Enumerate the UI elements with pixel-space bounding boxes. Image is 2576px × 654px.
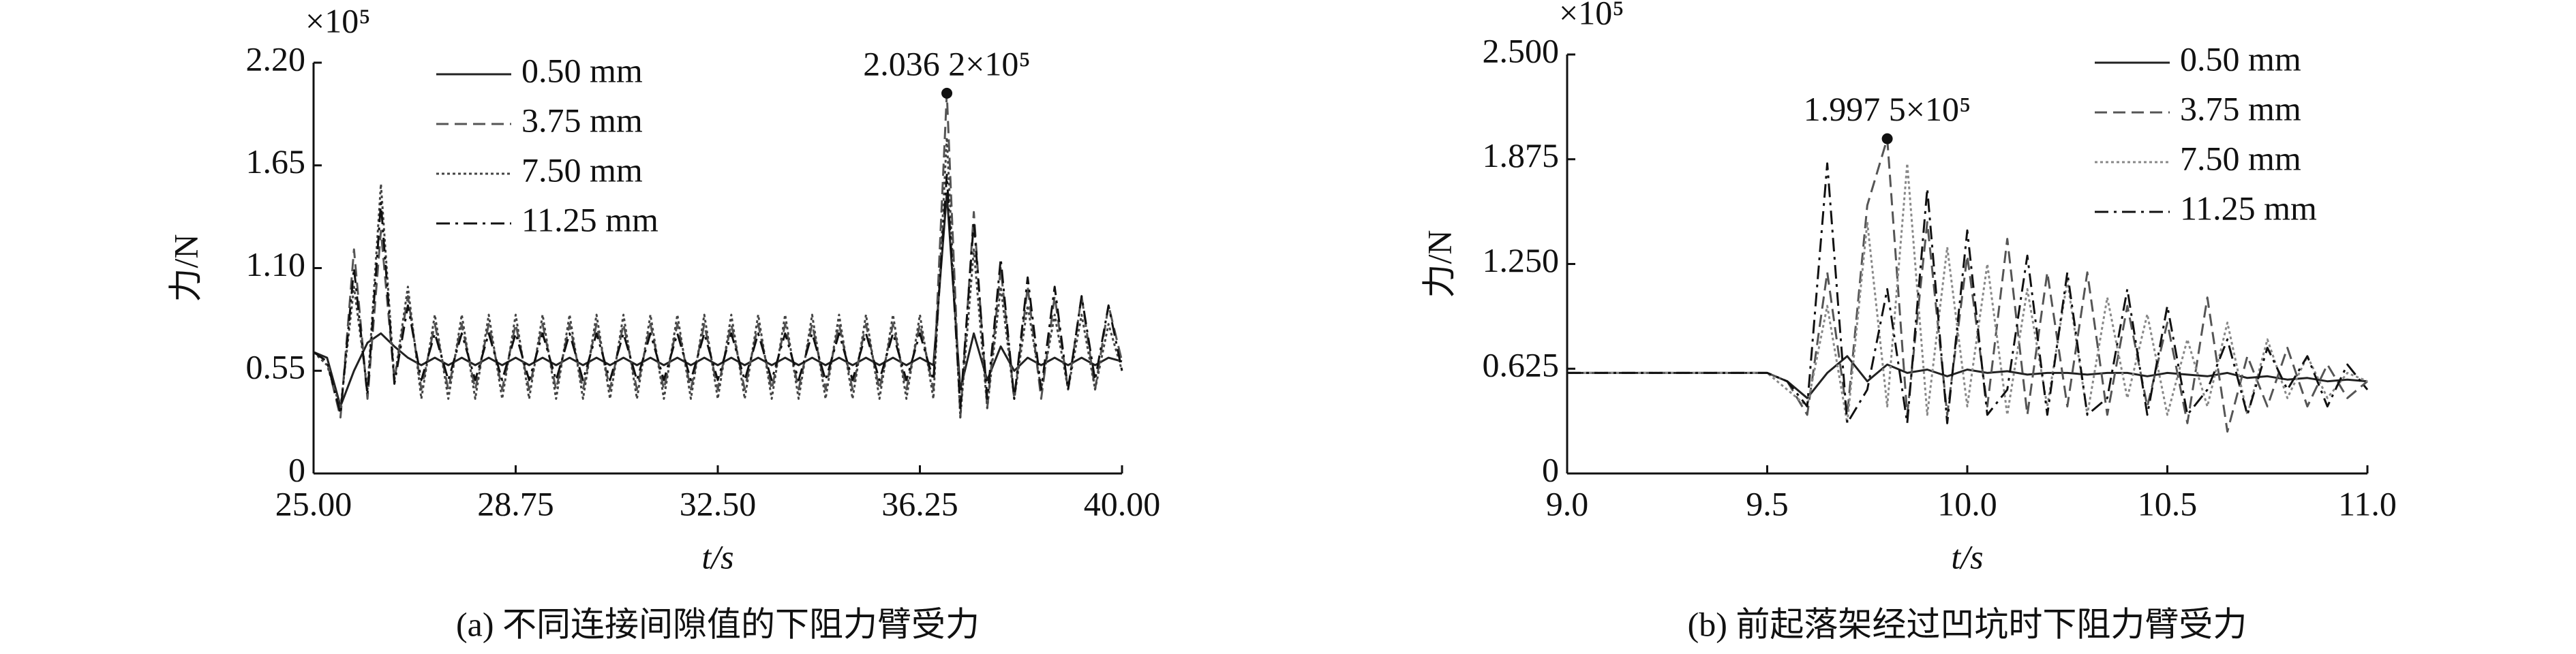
y-scale-label: ×10⁵ <box>1559 0 1624 31</box>
x-tick-label: 10.5 <box>2138 484 2198 523</box>
y-scale-label: ×10⁵ <box>305 1 371 40</box>
y-tick-label: 0 <box>288 450 305 488</box>
legend-label: 3.75 mm <box>521 101 643 139</box>
legend-label: 11.25 mm <box>521 200 658 238</box>
y-tick-label: 1.10 <box>246 245 306 283</box>
x-tick-label: 10.0 <box>1937 484 1997 523</box>
annotation-label: 2.036 2×10⁵ <box>863 44 1031 82</box>
y-axis-label: 力/N <box>166 234 204 302</box>
series-line <box>1567 138 2368 433</box>
y-axis-label: 力/N <box>1420 230 1458 298</box>
y-tick-label: 1.65 <box>246 142 306 181</box>
series-line <box>312 136 1123 419</box>
chart: 0 0.55 1.10 1.65 2.20 25.00 28.75 32.50 36.25 40.… <box>166 1 1160 643</box>
series-line <box>313 192 1123 407</box>
y-tick-label: 2.20 <box>246 40 306 78</box>
series-line <box>1567 162 2369 424</box>
legend-label: 11.25 mm <box>2180 189 2317 227</box>
annotation-point <box>941 87 953 99</box>
y-tick-label: 0.55 <box>246 348 306 386</box>
legend-label: 3.75 mm <box>2180 89 2301 127</box>
y-tick-label: 0.625 <box>1483 346 1560 384</box>
annotation-point <box>1881 133 1893 144</box>
x-axis-label: t/s <box>701 538 733 576</box>
x-tick-label: 32.50 <box>680 484 757 523</box>
x-tick-label: 11.0 <box>2338 484 2397 523</box>
caption: (a) 不同连接间隙值的下阻力臂受力 <box>456 605 980 643</box>
caption: (b) 前起落架经过凹坑时下阻力臂受力 <box>1688 605 2247 643</box>
y-tick-label: 1.875 <box>1483 136 1560 174</box>
series-line <box>1567 162 2368 424</box>
y-tick-label: 0 <box>1542 450 1559 488</box>
x-axis-label: t/s <box>1951 538 1983 576</box>
y-tick-label: 1.250 <box>1483 241 1560 279</box>
x-tick-label: 9.0 <box>1546 484 1589 523</box>
chart: 0 0.625 1.250 1.875 2.500 9.0 9.5 10.0 10.5 11.0 ×… <box>1420 0 2396 643</box>
x-tick-label: 25.00 <box>275 484 352 523</box>
legend-label: 7.50 mm <box>2180 139 2301 177</box>
series-line <box>313 174 1123 415</box>
x-tick-label: 36.25 <box>881 484 958 523</box>
legend-label: 0.50 mm <box>2180 40 2301 78</box>
series-line <box>313 92 1123 419</box>
annotation-label: 1.997 5×10⁵ <box>1804 90 1971 128</box>
x-tick-label: 9.5 <box>1746 484 1789 523</box>
legend-label: 7.50 mm <box>521 151 643 189</box>
series-line <box>1567 355 2368 399</box>
y-tick-label: 2.500 <box>1483 31 1560 69</box>
x-tick-label: 28.75 <box>477 484 554 523</box>
legend-label: 0.50 mm <box>521 51 643 89</box>
x-tick-label: 40.00 <box>1084 484 1161 523</box>
